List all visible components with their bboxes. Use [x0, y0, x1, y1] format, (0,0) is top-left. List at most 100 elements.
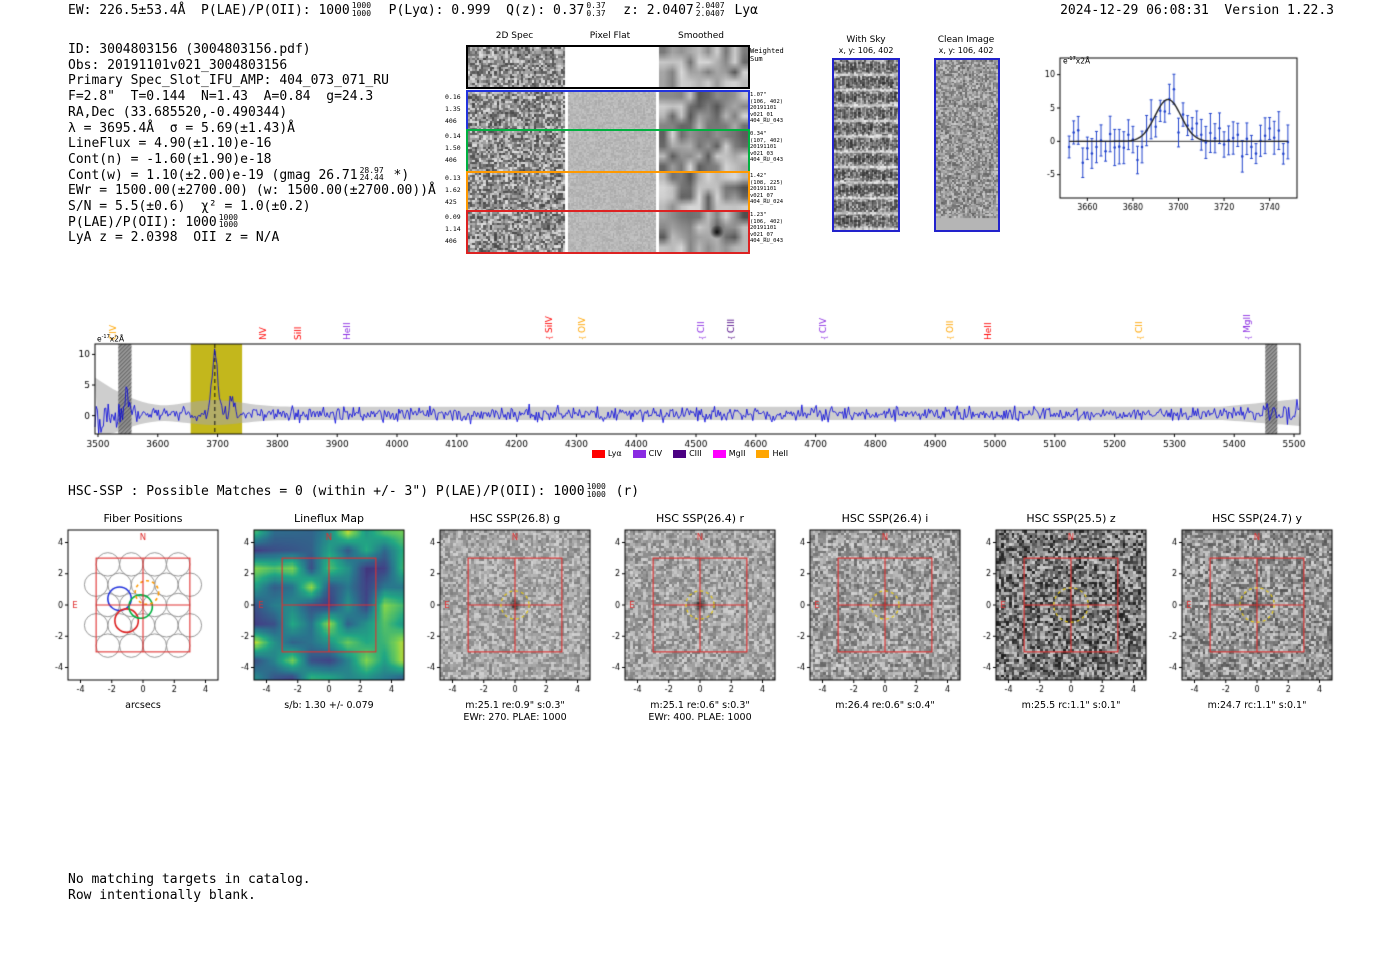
spec2d-row-weighted-sum	[466, 45, 750, 89]
summary-text: P(Lyα): 0.999 Q(z): 0.37	[373, 3, 585, 18]
spec2d-column-title: 2D Spec	[495, 31, 534, 41]
weight-value: 406	[445, 156, 457, 164]
hsc-matches-line: HSC-SSP : Possible Matches = 0 (within +…	[68, 482, 639, 499]
weight-value: 0.09	[445, 213, 461, 221]
annotation-line: v021_01	[750, 111, 774, 118]
spectrum-flux-units-label: e-17x2Å	[97, 334, 125, 344]
spec2d-fiber-weights: 0.09 1.14 406	[445, 211, 465, 247]
summary-text: z: 2.0407	[607, 3, 694, 18]
annotation-line: v021_03	[750, 150, 774, 157]
spec2d-row-fiber-1	[466, 90, 750, 132]
cutout-caption-hsc-g-0: m:25.1 re:0.9" s:0.3"	[465, 700, 565, 711]
spec2d-row-annotation: 1.07" (106, 402) 20191101 v021_01 404_RU_043	[750, 92, 800, 125]
stack-top: 2.0407	[695, 1, 725, 10]
cutout-hsc-g: HSC SSP(26.8) g m:25.1 re:0.9" s:0.3" EWr:…	[410, 512, 596, 727]
info-text: LineFlux = 4.90(±1.10)e-16	[68, 136, 272, 152]
legend-item-Lyα: Lyα	[591, 449, 622, 458]
legend-swatch	[756, 449, 770, 458]
info-text: λ = 3695.4Å σ = 5.69(±1.43)Å	[68, 120, 295, 136]
info-text: Cont(w) = 1.10(±2.00)e-19 (gmag 26.71	[68, 167, 358, 183]
legend-item-CIII: CIII	[673, 449, 702, 458]
cutout-canvas-hsc-i	[780, 526, 966, 700]
info-line-1: Obs: 20191101v021_3004803156	[68, 58, 436, 74]
info-text: P(LAE)/P(OII): 1000	[68, 214, 217, 230]
info-line-0: ID: 3004803156 (3004803156.pdf)	[68, 42, 436, 58]
info-line-4: RA,Dec (33.685520,-0.490344)	[68, 105, 436, 121]
stack-top: 0.37	[586, 1, 606, 10]
stacked-fraction: 1000 1000	[352, 2, 371, 17]
legend-label: CIII	[689, 449, 702, 458]
annotation-line: 404_RU_024	[750, 199, 784, 206]
cutout-hsc-r: HSC SSP(26.4) r m:25.1 re:0.6" s:0.3" EWr:…	[595, 512, 781, 727]
clean-image-coords: x, y: 106, 402	[938, 46, 994, 55]
info-text: F=2.8" T=0.144 N=1.43 A=0.84 g=24.3	[68, 89, 374, 105]
info-text: Primary Spec_Slot_IFU_AMP: 404_073_071_R…	[68, 73, 389, 89]
legend-swatch	[632, 449, 646, 458]
weight-value: 406	[445, 237, 457, 245]
stack-top: 28.97	[359, 165, 384, 175]
stacked-fraction: 0.37 0.37	[586, 2, 605, 17]
stacked-fraction: 28.97 24.44	[359, 165, 384, 182]
spec2d-fiber-weights: 0.13 1.62 425	[445, 172, 465, 208]
cutout-caption-hsc-g-1: EWr: 270. PLAE: 1000	[463, 712, 567, 723]
weight-value: 0.13	[445, 174, 461, 182]
annotation-line: 404_RU_043	[750, 238, 784, 245]
cutout-canvas-hsc-g	[410, 526, 596, 700]
cutout-canvas-hsc-z	[966, 526, 1152, 700]
legend-label: Lyα	[607, 449, 622, 458]
legend-item-HeII: HeII	[756, 449, 788, 458]
annotation-line: 20191101	[750, 144, 777, 151]
spec2d-row-fiber-4	[466, 210, 750, 254]
with-sky-coords: x, y: 106, 402	[838, 46, 894, 55]
stacked-fraction: 1000 1000	[218, 213, 238, 230]
spec2d-row-fiber-3	[466, 171, 750, 213]
annotation-line: (106, 402)	[750, 218, 784, 225]
full-spectrum-plot	[60, 341, 1318, 455]
annotation-line: (107, 402)	[750, 137, 784, 144]
inset-flux-units-label: e-17x2Å	[1063, 56, 1091, 66]
cutout-title-hsc-z: HSC SSP(25.5) z	[1026, 512, 1116, 525]
summary-stats-line: EW: 226.5±53.4Å P(LAE)/P(OII): 1000 1000 1…	[68, 1, 758, 18]
spec2d-row-annotation: 0.34" (107, 402) 20191101 v021_03 404_RU_043	[750, 131, 800, 164]
stack-bottom: 1000	[586, 489, 606, 499]
info-text: ID: 3004803156 (3004803156.pdf)	[68, 42, 311, 57]
cutout-lineflux: Lineflux Map s/b: 1.30 +/- 0.079	[224, 512, 410, 727]
legend-label: MgII	[728, 449, 746, 458]
catalog-notes: No matching targets in catalog. Row inten…	[68, 872, 311, 903]
cutout-canvas-fibers	[38, 526, 224, 700]
cutout-caption-lineflux-0: s/b: 1.30 +/- 0.079	[284, 700, 374, 711]
catalog-note-0: No matching targets in catalog.	[68, 872, 311, 887]
weight-value: 0.16	[445, 93, 461, 101]
with-sky-title: With Sky	[846, 35, 886, 45]
cutout-title-hsc-i: HSC SSP(26.4) i	[841, 512, 929, 525]
cutout-caption-hsc-y-0: m:24.7 rc:1.1" s:0.1"	[1207, 700, 1307, 711]
info-line-11: P(LAE)/P(OII): 1000 1000 1000	[68, 213, 436, 231]
weight-value: 406	[445, 117, 457, 125]
timestamp-version: 2024-12-29 06:08:31 Version 1.22.3	[1060, 3, 1334, 18]
weight-value: 1.62	[445, 186, 461, 194]
legend-item-CIV: CIV	[632, 449, 662, 458]
annotation-line: 1.07"	[750, 92, 767, 98]
cutout-title-hsc-r: HSC SSP(26.4) r	[655, 512, 745, 525]
legend-swatch	[712, 449, 726, 458]
spec2d-row-annotation: Weighted Sum	[750, 47, 800, 63]
annotation-line: Weighted	[750, 47, 784, 55]
annotation-line: 20191101	[750, 105, 777, 112]
info-line-6: LineFlux = 4.90(±1.10)e-16	[68, 136, 436, 152]
info-text: RA,Dec (33.685520,-0.490344)	[68, 104, 288, 120]
weight-value: 0.14	[445, 132, 461, 140]
info-text: EWr = 1500.00(±2700.00) (w: 1500.00(±270…	[68, 183, 436, 199]
spec2d-fiber-weights: 0.16 1.35 406	[445, 91, 465, 127]
weight-value: 1.50	[445, 144, 461, 152]
cutout-title-hsc-y: HSC SSP(24.7) y	[1211, 512, 1303, 525]
catalog-note-1: Row intentionally blank.	[68, 887, 256, 903]
cutout-canvas-lineflux	[224, 526, 410, 700]
annotation-line: (106, 402)	[750, 98, 784, 105]
legend-item-MgII: MgII	[712, 449, 746, 458]
stack-bottom: 1000	[351, 8, 372, 18]
info-line-2: Primary Spec_Slot_IFU_AMP: 404_073_071_R…	[68, 73, 436, 89]
annotation-line: 20191101	[750, 225, 777, 232]
stack-top: 1000	[586, 482, 606, 491]
stack-bottom: 1000	[218, 220, 238, 230]
